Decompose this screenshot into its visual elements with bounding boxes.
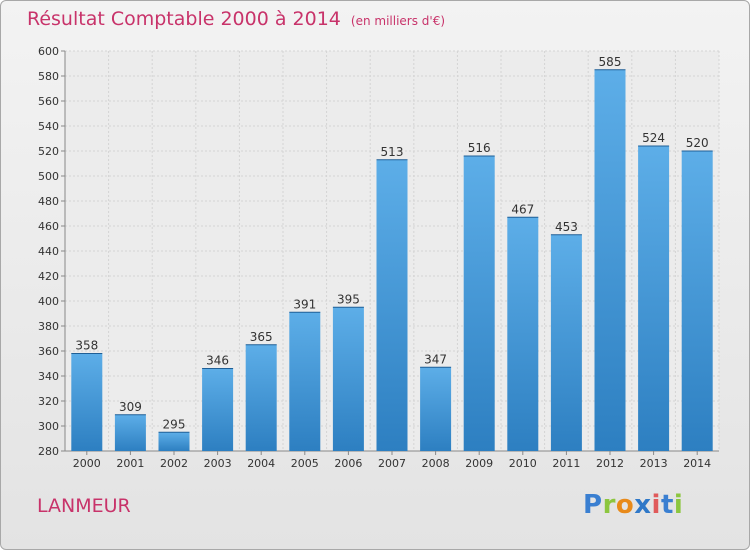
x-tick-label: 2011: [552, 457, 580, 470]
data-label: 358: [75, 339, 98, 353]
x-tick-label: 2001: [116, 457, 144, 470]
y-tick-label: 540: [38, 120, 59, 133]
bar: [550, 234, 582, 451]
chart-title-block: Résultat Comptable 2000 à 2014 (en millie…: [27, 8, 445, 30]
x-tick-label: 2002: [160, 457, 188, 470]
bar: [638, 146, 670, 451]
x-tick-label: 2003: [204, 457, 232, 470]
y-tick-label: 340: [38, 370, 59, 383]
x-tick-label: 2000: [73, 457, 101, 470]
chart-unit: (en milliers d'€): [350, 14, 446, 28]
bar: [289, 312, 321, 451]
logo-letter: P: [583, 490, 603, 520]
x-tick-label: 2010: [509, 457, 537, 470]
logo-letter: o: [615, 490, 635, 520]
data-label: 346: [206, 354, 229, 368]
y-tick-label: 400: [38, 295, 59, 308]
data-label: 347: [424, 352, 447, 366]
bar: [376, 159, 408, 451]
proxiti-logo[interactable]: Proxiti: [583, 490, 683, 520]
y-tick-label: 500: [38, 170, 59, 183]
y-tick-label: 600: [38, 45, 59, 58]
x-tick-label: 2012: [596, 457, 624, 470]
logo-letter: t: [660, 490, 674, 520]
y-tick-label: 420: [38, 270, 59, 283]
y-tick-label: 460: [38, 220, 59, 233]
data-label: 516: [468, 141, 491, 155]
logo-letter: i: [651, 490, 661, 520]
bar: [507, 217, 539, 451]
x-tick-label: 2013: [640, 457, 668, 470]
x-tick-label: 2004: [247, 457, 275, 470]
x-tick-label: 2005: [291, 457, 319, 470]
x-tick-label: 2006: [334, 457, 362, 470]
bar: [681, 151, 713, 451]
logo-letter: r: [602, 490, 616, 520]
bar: [463, 156, 495, 451]
data-label: 520: [686, 136, 709, 150]
chart-title: Résultat Comptable 2000 à 2014: [27, 8, 341, 30]
y-tick-label: 300: [38, 420, 59, 433]
commune-name: LANMEUR: [37, 495, 131, 517]
y-tick-label: 320: [38, 395, 59, 408]
data-label: 365: [250, 330, 273, 344]
x-tick-label: 2009: [465, 457, 493, 470]
data-label: 295: [163, 417, 186, 431]
y-tick-label: 380: [38, 320, 59, 333]
data-label: 453: [555, 220, 578, 234]
data-label: 395: [337, 292, 360, 306]
y-tick-label: 360: [38, 345, 59, 358]
logo-letter: i: [673, 490, 684, 520]
y-tick-label: 580: [38, 70, 59, 83]
x-tick-label: 2014: [683, 457, 711, 470]
data-label: 309: [119, 400, 142, 414]
data-label: 513: [381, 145, 404, 159]
bar: [594, 69, 626, 451]
bar: [420, 367, 452, 451]
data-label: 524: [642, 131, 665, 145]
x-tick-label: 2007: [378, 457, 406, 470]
bar: [158, 432, 190, 451]
bar: [202, 368, 234, 451]
y-tick-label: 480: [38, 195, 59, 208]
x-tick-label: 2008: [422, 457, 450, 470]
bar: [245, 344, 277, 451]
data-label: 391: [293, 297, 316, 311]
data-label: 585: [599, 55, 622, 69]
y-tick-label: 520: [38, 145, 59, 158]
bar: [332, 307, 364, 451]
bar: [71, 353, 103, 451]
logo-letter: x: [634, 490, 652, 520]
y-tick-label: 560: [38, 95, 59, 108]
data-label: 467: [511, 202, 534, 216]
y-tick-label: 440: [38, 245, 59, 258]
bar: [114, 414, 146, 451]
y-tick-label: 280: [38, 445, 59, 458]
